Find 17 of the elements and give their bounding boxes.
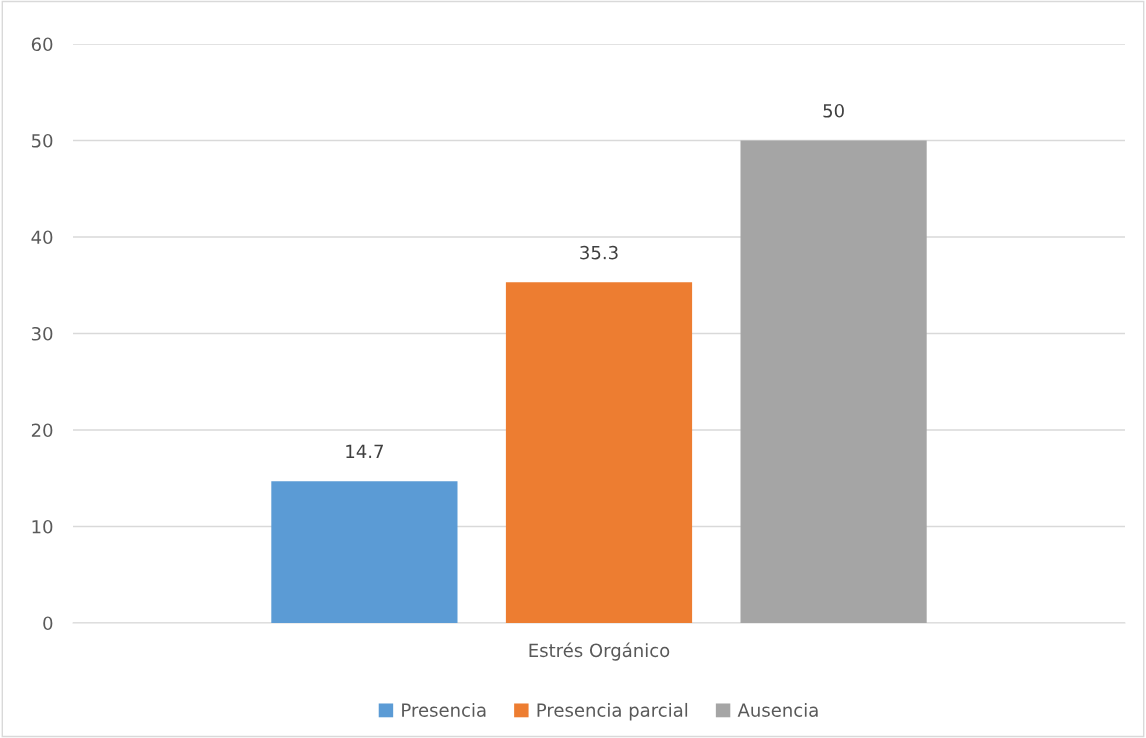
bar (740, 140, 927, 623)
data-label: 14.7 (346, 444, 383, 458)
y-tick-label: 10 (32, 519, 53, 534)
y-tick-label: 20 (31, 423, 53, 438)
y-tick-label: 40 (31, 230, 53, 245)
data-label: 35.3 (580, 245, 618, 260)
legend-label: Presencia parcial (537, 702, 688, 721)
y-tick-label: 50 (31, 133, 53, 148)
legend-label: Presencia (402, 702, 486, 717)
data-label: 50 (823, 103, 844, 118)
bar (505, 282, 693, 623)
x-tick-label: Estrés Orgánico (529, 642, 670, 661)
legend-label: Ausencia (737, 702, 818, 717)
bar (271, 481, 458, 623)
y-tick-label: 30 (31, 326, 53, 341)
y-tick-label: 60 (31, 37, 53, 52)
y-tick-label: 0 (43, 616, 53, 631)
